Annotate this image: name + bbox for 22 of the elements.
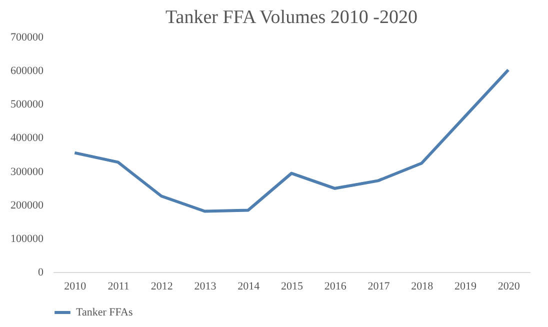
y-tick-label: 500000 <box>10 98 44 111</box>
y-tick-label: 0 <box>38 266 44 278</box>
x-tick-label: 2013 <box>194 280 217 292</box>
y-tick-label: 100000 <box>10 232 44 245</box>
x-tick-label: 2012 <box>150 280 173 292</box>
y-tick-label: 300000 <box>10 166 44 178</box>
x-tick-label: 2010 <box>64 280 87 292</box>
y-tick-label: 400000 <box>10 132 44 144</box>
x-tick-label: 2016 <box>324 280 347 292</box>
x-tick-label: 2017 <box>368 280 390 292</box>
x-tick-label: 2020 <box>498 280 520 292</box>
x-tick-label: 2015 <box>281 280 304 292</box>
x-tick-label: 2019 <box>454 280 477 292</box>
y-tick-label: 200000 <box>10 199 44 212</box>
line-series <box>73 68 510 213</box>
legend-label: Tanker FFAs <box>76 306 133 318</box>
x-tick-label: 2014 <box>238 280 260 292</box>
x-tick-label: 2011 <box>108 280 130 292</box>
y-tick-label: 600000 <box>10 65 44 78</box>
x-tick-label: 2018 <box>411 280 434 292</box>
y-tick-label: 700000 <box>10 32 44 44</box>
chart-title: Tanker FFA Volumes 2010 -2020 <box>165 7 418 28</box>
